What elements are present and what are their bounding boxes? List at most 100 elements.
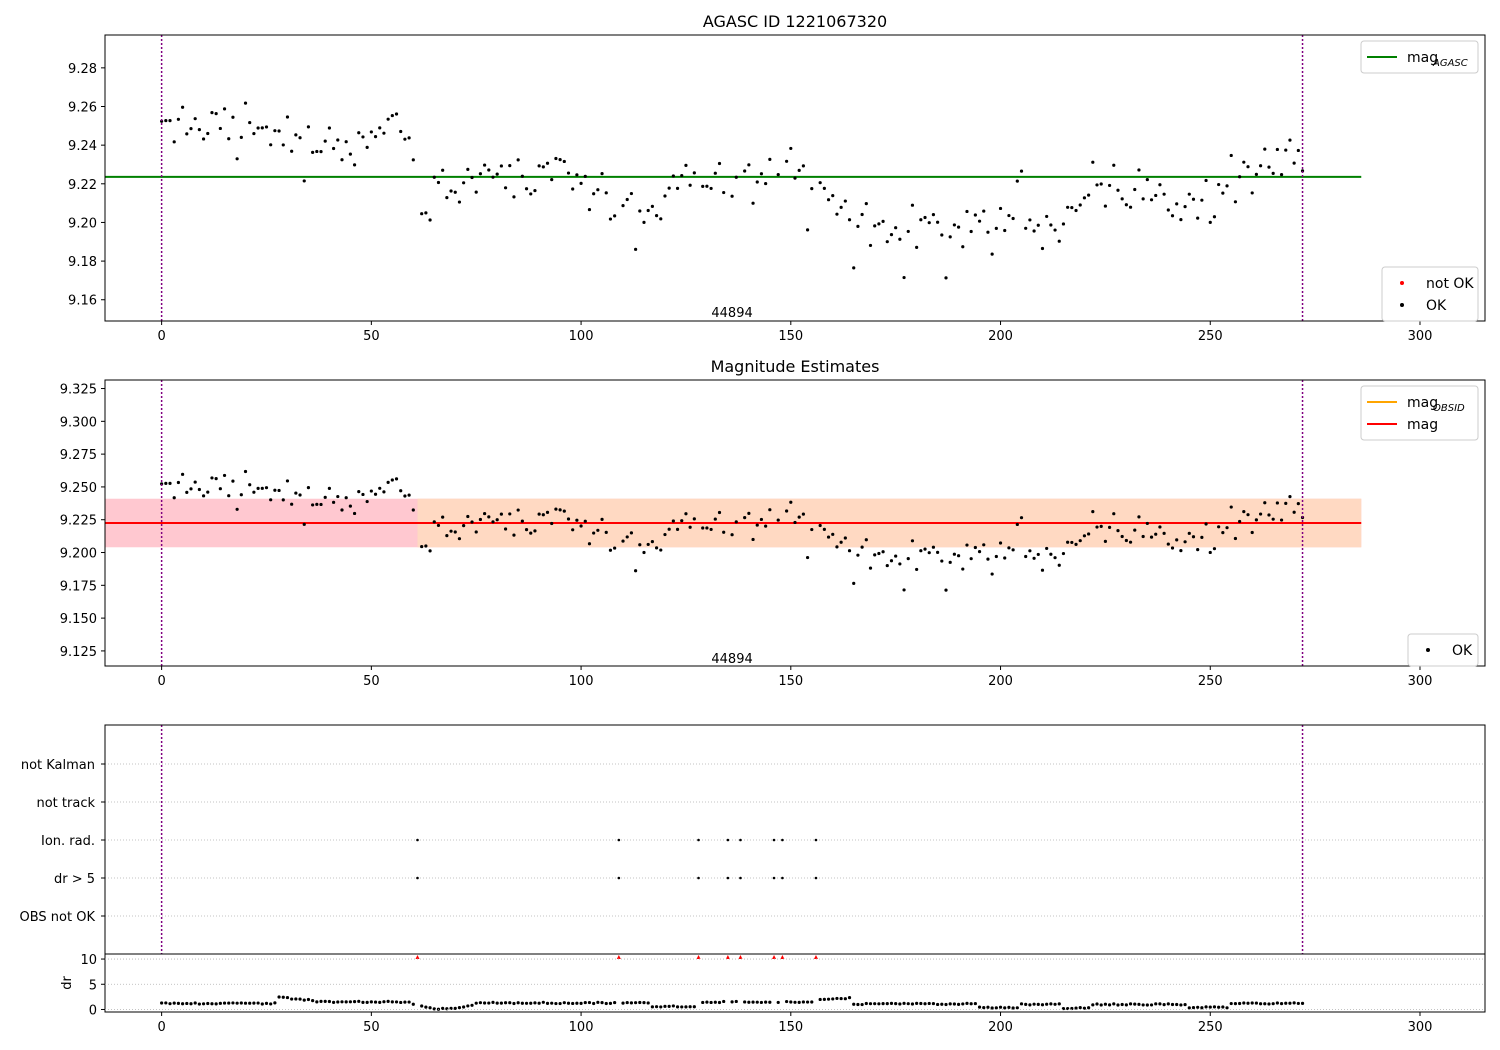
data-point-25: [264, 125, 269, 129]
panel-agasc: AGASC ID 1221067320 44894 0 50 100 150 200 250…: [68, 12, 1486, 344]
data-point-197: [1019, 169, 1024, 173]
data-point-114: [646, 208, 650, 213]
data-point-137: [755, 180, 759, 184]
data-point-262: [1292, 161, 1296, 165]
data-point-69: [453, 190, 457, 194]
data-point-26: [269, 1002, 273, 1006]
data-point-10: [201, 494, 206, 498]
data-point-175: [927, 221, 931, 225]
data-point-172: [915, 245, 919, 249]
data-point-3: [172, 1001, 176, 1005]
data-point-93: [554, 507, 558, 511]
data-point-6: [185, 490, 189, 494]
data-point-229: [1154, 1002, 1158, 1006]
data-point-150: [822, 997, 826, 1001]
data-point-208: [1066, 205, 1070, 209]
data-point-171: [910, 539, 915, 543]
data-point-122: [680, 519, 684, 523]
data-point-75: [478, 172, 483, 176]
data-point-127: [705, 184, 709, 188]
data-point-245: [1221, 191, 1225, 195]
data-point-21: [248, 1001, 252, 1005]
data-point-180: [948, 1002, 952, 1006]
data-point-128: [709, 527, 713, 532]
data-point-113: [642, 220, 646, 225]
x-tick-label: 0: [157, 329, 165, 344]
data-point-205: [1053, 1002, 1057, 1006]
flag-point: [416, 838, 419, 842]
data-point-242: [1208, 1005, 1212, 1009]
data-point-45: [348, 1000, 352, 1004]
data-point-233: [1170, 214, 1175, 218]
data-point-158: [856, 224, 860, 228]
data-point-19: [239, 135, 243, 139]
data-point-165: [885, 563, 889, 568]
data-point-236: [1183, 540, 1187, 544]
flag-point: [781, 838, 784, 842]
data-point-249: [1238, 175, 1242, 179]
data-point-37: [315, 1000, 319, 1004]
data-point-152: [831, 532, 835, 536]
data-point-37: [315, 149, 319, 154]
data-point-129: [713, 171, 717, 175]
x-tick-label: 150: [778, 1020, 803, 1035]
data-point-255: [1263, 501, 1267, 505]
data-point-26: [269, 498, 273, 502]
data-point-84: [516, 1001, 520, 1005]
data-point-27: [273, 1001, 277, 1005]
panel-magnitude-estimates: Magnitude Estimates 44894 0 50 100 150 200 250…: [60, 357, 1486, 689]
data-point-192: [998, 541, 1003, 545]
data-point-49: [365, 1000, 369, 1004]
data-point-155: [843, 997, 847, 1001]
data-point-175: [927, 1001, 931, 1006]
data-point-161: [868, 1002, 873, 1006]
data-point-13: [214, 1002, 218, 1006]
data-point-234: [1175, 202, 1179, 206]
data-point-44: [344, 1000, 348, 1004]
data-point-122: [680, 173, 684, 178]
data-point-145: [797, 168, 801, 172]
data-point-94: [558, 508, 562, 512]
data-point-83: [512, 533, 516, 537]
data-point-142: [785, 509, 789, 513]
x-tick-label: 0: [157, 674, 165, 689]
y-tick-label: 9.26: [68, 101, 97, 116]
clipped-marker-6: [780, 955, 785, 959]
data-point-151: [826, 535, 831, 539]
data-point-151: [826, 198, 831, 202]
data-point-15: [222, 473, 227, 478]
data-point-98: [575, 1001, 579, 1005]
data-point-182: [956, 554, 961, 558]
y-tick-label: 9.200: [60, 547, 97, 562]
data-point-136: [751, 201, 755, 205]
data-point-59: [407, 136, 411, 140]
data-point-235: [1179, 1003, 1183, 1007]
data-point-148: [810, 187, 814, 191]
data-point-131: [722, 530, 726, 534]
y-tick-label: 9.300: [60, 415, 97, 430]
data-point-107: [613, 546, 617, 550]
data-point-13: [214, 477, 218, 481]
data-point-242: [1208, 220, 1212, 224]
data-point-210: [1074, 208, 1078, 213]
data-point-70: [457, 537, 462, 541]
data-point-220: [1116, 188, 1120, 192]
data-point-59: [407, 493, 411, 497]
data-point-210: [1074, 1006, 1078, 1010]
x-tick-label: 200: [988, 1020, 1013, 1035]
data-point-165: [885, 240, 889, 244]
data-point-124: [688, 525, 692, 529]
data-point-264: [1300, 1001, 1305, 1005]
data-point-46: [352, 1000, 357, 1004]
data-point-169: [902, 1001, 906, 1005]
data-point-29: [281, 995, 285, 999]
y-tick-label: 9.250: [60, 481, 97, 496]
data-point-101: [587, 1000, 592, 1005]
data-point-154: [839, 996, 843, 1001]
data-point-206: [1057, 239, 1061, 243]
data-point-54: [386, 999, 390, 1003]
data-point-92: [550, 178, 554, 182]
data-point-213: [1087, 1006, 1091, 1010]
data-point-190: [990, 1006, 994, 1010]
data-point-183: [961, 245, 965, 249]
